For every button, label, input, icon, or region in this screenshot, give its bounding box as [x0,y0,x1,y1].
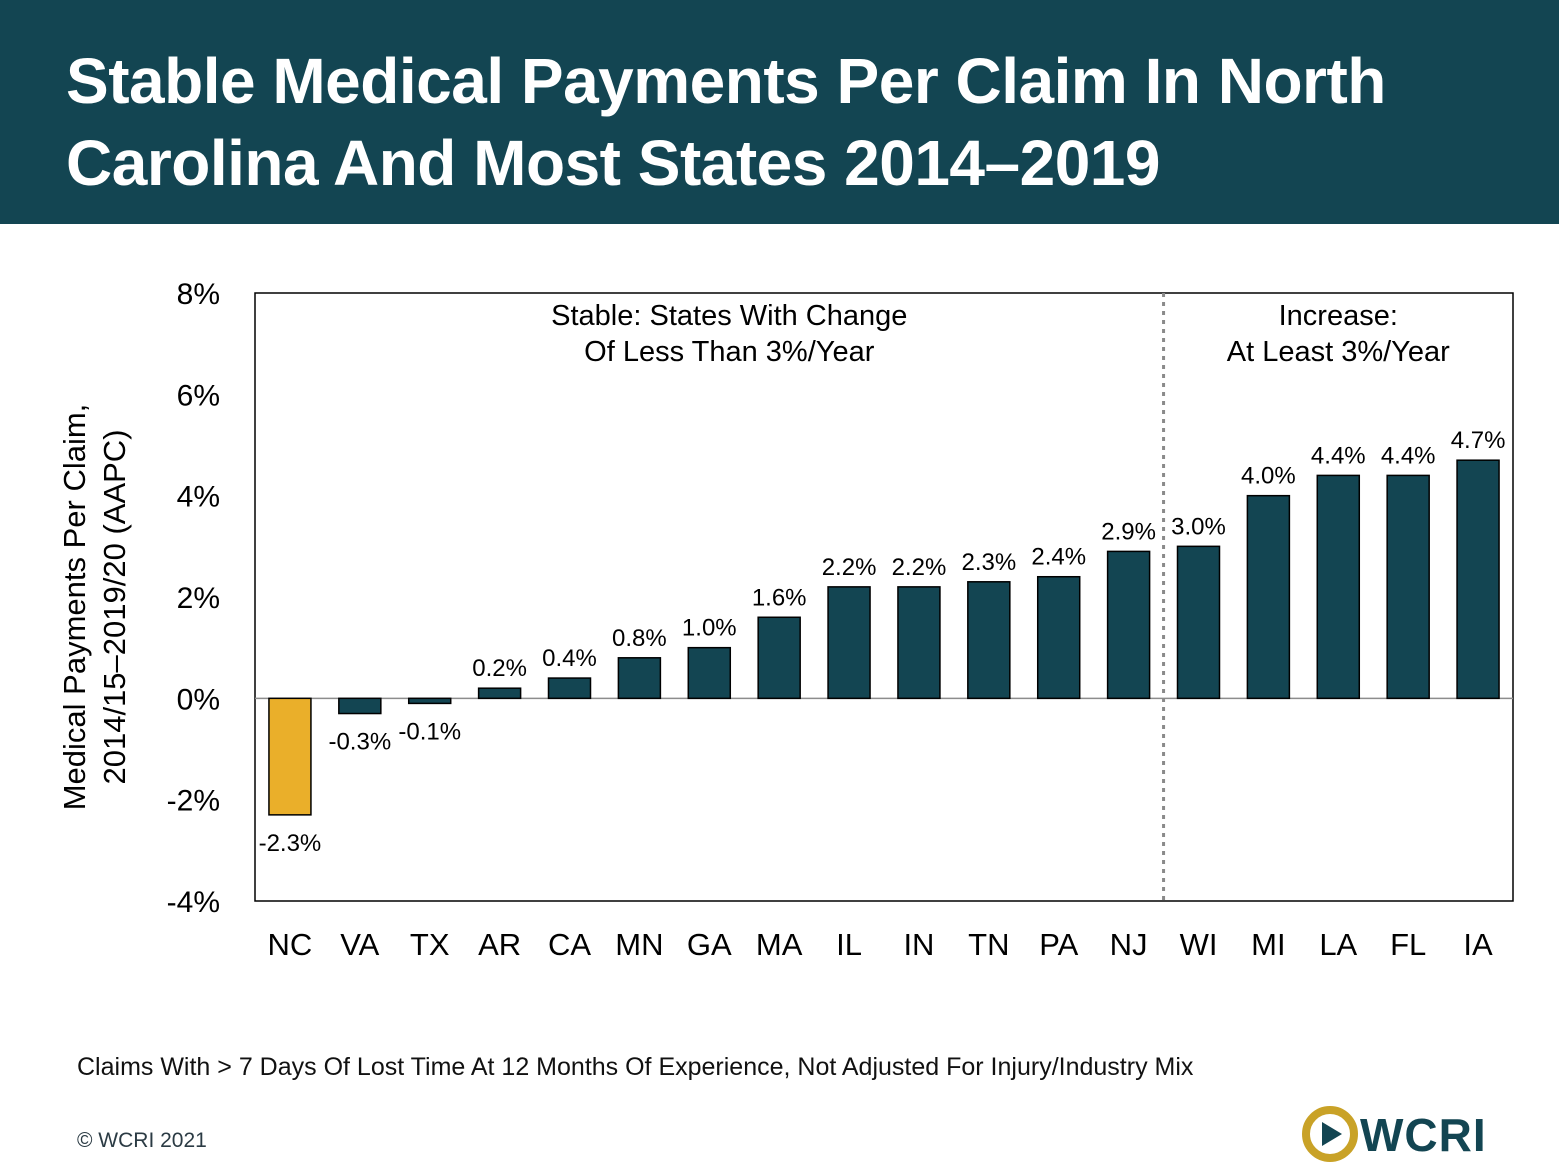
bar-nj [1106,550,1151,700]
data-label: 3.0% [1171,513,1226,540]
bar-chart: 8% 6% 4% 2% 0% -2% -4% Medical Payments Per Cla… [57,278,1514,962]
x-tick-label: CA [548,927,591,962]
x-tick-label: NJ [1110,927,1148,962]
y-tick-label: 0% [177,683,220,716]
page-title: Stable Medical Payments Per Claim In Nor… [66,45,1386,199]
y-tick-label: 2% [177,582,220,615]
data-label: 1.6% [752,584,807,611]
x-tick-label: GA [687,927,732,962]
data-label: 4.7% [1451,427,1506,454]
x-tick-label: PA [1039,927,1078,962]
plot-frame [254,292,1514,902]
bar-nc [268,697,312,816]
bar-ar [477,687,522,700]
data-label: 0.4% [542,645,597,672]
data-label: 2.2% [892,554,947,581]
data-label: 2.4% [1031,544,1086,571]
title-banner: Stable Medical Payments Per Claim In Nor… [0,0,1559,224]
data-label: 4.4% [1381,442,1436,469]
bar-pa [1036,575,1081,700]
bar-va [338,697,382,715]
data-label: 1.0% [682,615,737,642]
bar-il [827,586,871,700]
group-annotation: Of Less Than 3%/Year [584,336,875,368]
x-tick-label: LA [1319,927,1357,962]
y-axis-label: 2014/15–2019/20 (AAPC) [97,429,132,784]
data-label: 2.9% [1101,518,1156,545]
bar-ga [687,646,732,700]
y-tick-label: 8% [177,278,220,311]
y-tick-label: -2% [167,785,220,818]
x-tick-label: TN [968,927,1009,962]
bar-ia [1456,459,1500,700]
x-tick-label: NC [268,927,313,962]
data-label: -2.3% [259,830,322,857]
data-label: -0.1% [398,718,461,745]
x-tick-label: TX [410,927,450,962]
bar-ca [547,677,592,700]
x-tick-label: WI [1180,927,1218,962]
x-tick-label: IN [903,927,934,962]
y-tick-label: 4% [177,481,220,514]
x-tick-label: IL [836,927,862,962]
data-label: 2.2% [822,554,877,581]
group-annotation: At Least 3%/Year [1227,336,1450,368]
data-label: 2.3% [961,549,1016,576]
bar-ma [757,616,801,700]
x-tick-label: MA [756,927,803,962]
bar-fl [1386,474,1430,700]
x-tick-label: MN [615,927,663,962]
bar-tx [407,697,452,705]
y-axis-label: Medical Payments Per Claim, [57,404,92,811]
x-tick-label: MI [1251,927,1285,962]
y-tick-label: -4% [167,886,220,919]
data-label: -0.3% [328,729,391,756]
group-annotation: Increase: [1279,300,1398,332]
data-label: 4.4% [1311,442,1366,469]
data-label: 4.0% [1241,463,1296,490]
x-tick-label: FL [1390,927,1426,962]
bar-tn [967,581,1011,700]
x-tick-label: AR [478,927,521,962]
data-label: 0.2% [472,655,527,682]
wcri-logo-icon [1302,1106,1358,1162]
chart-footnote: Claims With > 7 Days Of Lost Time At 12 … [77,1053,1194,1081]
bar-in [897,586,941,700]
logo-wordmark: WCRI [1360,1109,1487,1161]
copyright-notice: © WCRI 2021 [77,1129,207,1152]
x-tick-label: IA [1463,927,1493,962]
bar-mi [1246,494,1291,700]
bar-wi [1176,545,1221,700]
bar-mn [617,657,662,700]
bar-la [1316,474,1361,700]
y-tick-label: 6% [177,379,220,412]
group-annotation: Stable: States With Change [551,300,907,332]
x-tick-label: VA [340,927,379,962]
data-label: 0.8% [612,625,667,652]
